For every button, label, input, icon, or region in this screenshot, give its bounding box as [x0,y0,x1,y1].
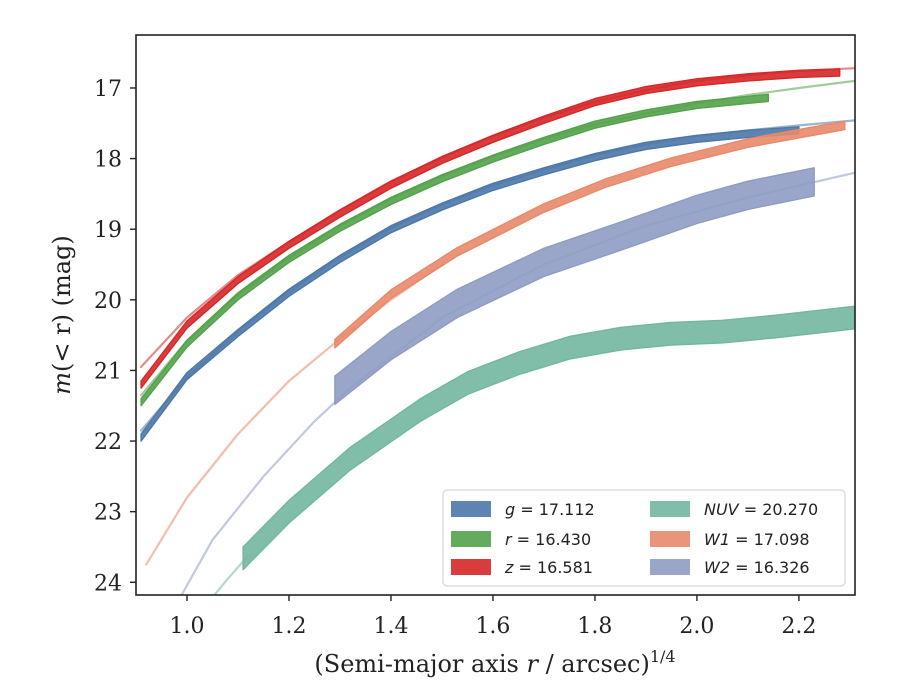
y-axis-label: m(< r) (mag) [48,235,76,395]
x-tick-label-1: 1.2 [271,614,306,639]
data-band-NUV [242,305,855,571]
y-tick-label-2: 19 [94,218,122,243]
y-tick-label-7: 24 [94,571,122,596]
data-band-r [140,93,769,407]
legend-swatch-r [451,531,491,547]
x-tick-label-5: 2.0 [679,614,714,639]
y-tick-label-5: 22 [94,430,122,455]
x-tick-label-2: 1.4 [373,614,408,639]
data-band-W2 [334,167,815,405]
y-axis: 17 18 19 20 21 22 23 24 [94,77,136,596]
model-curve-W1 [145,263,444,566]
y-tick-label-1: 18 [94,148,122,173]
legend-swatch-z [451,559,491,575]
y-tick-label-6: 23 [94,501,122,526]
y-tick-label-0: 17 [94,77,122,102]
x-axis: 1.0 1.2 1.4 1.6 1.8 2.0 2.2 [169,595,816,639]
x-tick-label-3: 1.6 [475,614,510,639]
x-tick-label-6: 2.2 [781,614,816,639]
legend-swatch-g [451,501,491,517]
legend: g = 17.112 r = 16.430 z = 16.581 NUV = 20.2… [442,489,846,587]
legend-frame [442,489,846,587]
legend-swatch-NUV [650,501,690,517]
model-curve-NUV [212,554,250,595]
legend-label-W2: W2 = 16.326 [704,558,810,577]
y-tick-label-4: 21 [94,359,122,384]
x-axis-label: (Semi-major axis r / arcsec)1/4 [314,647,675,678]
x-tick-label-4: 1.8 [577,614,612,639]
y-tick-label-3: 20 [94,289,122,314]
x-tick-label-0: 1.0 [169,614,204,639]
data-band-z [140,68,841,389]
legend-swatch-W2 [650,559,690,575]
legend-label-g: g = 17.112 [505,500,595,519]
series-layer [140,67,855,595]
legend-label-z: z = 16.581 [504,558,593,577]
legend-label-NUV: NUV = 20.270 [704,500,818,519]
data-band-W1 [334,120,846,349]
legend-label-r: r = 16.430 [505,530,591,549]
legend-label-W1: W1 = 17.098 [704,530,810,549]
legend-swatch-W1 [650,531,690,547]
plot-frame [135,34,856,596]
